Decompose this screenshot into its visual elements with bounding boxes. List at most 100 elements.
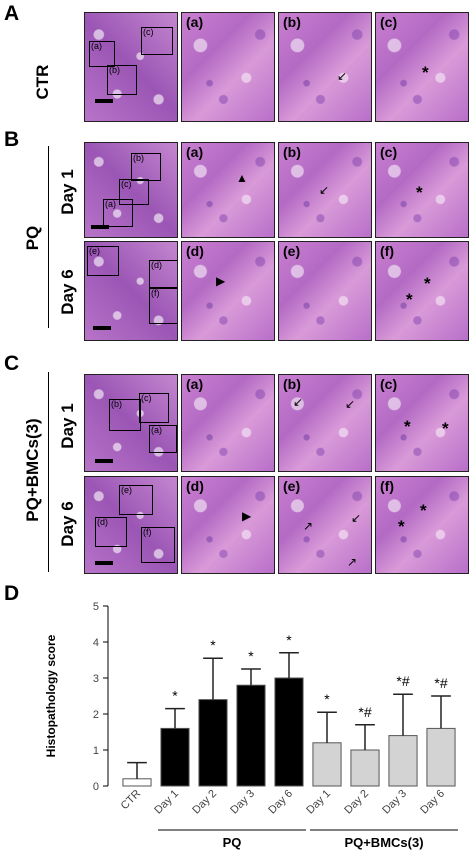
y-tick-label: 2: [93, 709, 99, 721]
roi-box: (d): [95, 517, 127, 547]
zoom-image: (d) ▶: [181, 241, 275, 341]
bar: [198, 699, 228, 787]
significance-label: *: [286, 632, 292, 648]
asterisk-marker: *: [424, 274, 431, 293]
y-tick-label: 5: [93, 601, 99, 613]
arrow-icon: ↙: [337, 69, 348, 83]
row-label-day1: Day 1: [58, 403, 77, 449]
zoom-image: (b) ↙ ↙: [278, 374, 372, 472]
arrow-icon: ↙: [351, 511, 362, 525]
overview-image-pq-day1: (b) (c) (a): [84, 142, 178, 238]
roi-box: (a): [149, 425, 177, 453]
arrowhead-icon: ▶: [216, 274, 226, 288]
roi-box: (b): [131, 153, 161, 181]
significance-label: *: [210, 637, 216, 653]
x-tick-label: Day 2: [342, 788, 371, 817]
overview-image-pq-day6: (e) (d) (f): [84, 241, 178, 341]
y-tick-label: 3: [93, 673, 99, 685]
x-tick-label: Day 2: [190, 788, 219, 817]
y-tick-label: 0: [93, 781, 99, 793]
row-label-day6: Day 6: [58, 501, 77, 547]
row-label-day1: Day 1: [58, 169, 77, 215]
zoom-image: (e): [278, 241, 372, 341]
zoom-image: (a) ▲: [181, 142, 275, 238]
overview-image-bmc-day6: (e) (d) (f): [84, 476, 178, 574]
zoom-image: (e) ↗ ↙ ↗: [278, 476, 372, 574]
group-bracket: [48, 146, 49, 328]
group-bracket: [48, 372, 49, 572]
x-tick-label: Day 6: [266, 788, 295, 817]
asterisk-marker: *: [442, 419, 449, 438]
significance-label: *#: [434, 675, 447, 691]
arrow-icon: ↗: [303, 519, 314, 533]
arrowhead-icon: ▶: [242, 509, 252, 523]
roi-box: (f): [141, 527, 175, 563]
roi-box: (a): [103, 199, 133, 227]
zoom-image: (a): [181, 12, 275, 122]
zoom-image: (b) ↙: [278, 142, 372, 238]
bar: [388, 735, 418, 787]
panel-letter-a: A: [4, 2, 20, 25]
asterisk-marker: *: [406, 290, 413, 309]
bar: [274, 677, 304, 787]
histopathology-bar-chart: 0 1 2 3 4 5 Histopathology score CTR * Day 1 * Day …: [44, 601, 458, 850]
bar: [160, 727, 190, 787]
zoom-image: (f) * *: [375, 476, 469, 574]
y-tick-label: 4: [93, 637, 99, 649]
x-tick-label: Day 3: [380, 788, 409, 817]
roi-box: (c): [119, 179, 149, 205]
asterisk-marker: *: [398, 517, 405, 536]
scale-bar: [95, 459, 113, 463]
asterisk-marker: *: [420, 501, 427, 520]
zoom-image: (c) *: [375, 142, 469, 238]
y-tick-label: 1: [93, 745, 99, 757]
zoom-image: (a): [181, 374, 275, 472]
bar: [312, 742, 342, 787]
arrow-icon: ↗: [347, 555, 358, 569]
roi-box: (e): [87, 246, 119, 276]
significance-label: *: [324, 691, 330, 707]
scale-bar: [91, 225, 109, 229]
y-axis-label: Histopathology score: [44, 634, 58, 757]
scale-bar: [95, 99, 113, 103]
bar: [350, 749, 380, 787]
group-label: PQ: [223, 835, 242, 850]
roi-box: (a): [89, 41, 115, 67]
scale-bar: [93, 326, 111, 330]
roi-box: (d): [149, 260, 177, 288]
asterisk-marker: *: [422, 63, 429, 82]
zoom-image: (c) *: [375, 12, 469, 122]
arrow-icon: ↙: [293, 395, 304, 409]
group-label-pq-bmcs: PQ+BMCs(3): [23, 418, 42, 522]
zoom-image: (c) * *: [375, 374, 469, 472]
roi-box: (b): [109, 399, 141, 431]
panel-letter-b: B: [4, 128, 20, 151]
asterisk-marker: *: [416, 183, 423, 202]
x-tick-label: Day 6: [418, 788, 447, 817]
x-tick-label: Day 1: [152, 788, 181, 817]
bar: [122, 778, 152, 787]
row-label-ctr: CTR: [33, 64, 52, 100]
overview-image-ctr: (a) (c) (b): [84, 12, 178, 122]
significance-label: *#: [358, 704, 371, 720]
significance-label: *: [172, 688, 178, 704]
zoom-image: (f) * *: [375, 241, 469, 341]
panel-letter-d: D: [4, 582, 20, 605]
significance-label: *: [248, 648, 254, 664]
x-tick-label: Day 3: [228, 788, 257, 817]
roi-box: (b): [107, 65, 137, 95]
group-label-pq: PQ: [23, 225, 42, 251]
scale-bar: [95, 561, 113, 565]
roi-box: (c): [141, 27, 173, 55]
panel-letter-c: C: [4, 352, 20, 375]
x-tick-label: CTR: [119, 788, 144, 813]
x-tick-label: Day 1: [304, 788, 333, 817]
roi-box: (e): [119, 485, 153, 515]
row-label-day6: Day 6: [58, 269, 77, 315]
arrow-icon: ↙: [319, 183, 330, 197]
roi-box: (f): [149, 288, 177, 324]
arrow-icon: ↙: [345, 397, 356, 411]
significance-label: *#: [396, 673, 409, 689]
overview-image-bmc-day1: (b) (c) (a): [84, 374, 178, 472]
zoom-image: (d) ▶: [181, 476, 275, 574]
